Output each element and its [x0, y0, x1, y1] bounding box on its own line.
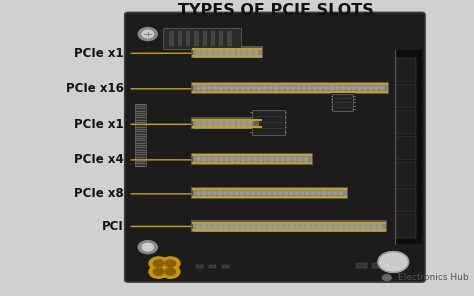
Bar [186, 31, 191, 46]
Bar [228, 31, 232, 46]
Circle shape [378, 252, 409, 272]
Bar [331, 93, 355, 112]
Bar [395, 50, 421, 244]
Bar [178, 31, 182, 46]
Bar [209, 265, 217, 268]
Bar [211, 31, 215, 46]
Bar [191, 117, 263, 129]
Circle shape [154, 260, 164, 267]
Text: PCIe x16: PCIe x16 [66, 82, 124, 95]
Bar [193, 189, 346, 197]
Text: TYPES OF PCIE SLOTS: TYPES OF PCIE SLOTS [178, 3, 374, 18]
Bar [251, 109, 286, 136]
Circle shape [138, 241, 157, 254]
Bar [191, 46, 263, 58]
Bar [193, 222, 384, 231]
Bar [396, 84, 416, 108]
Bar [195, 86, 385, 90]
Bar [222, 265, 229, 268]
Bar [219, 31, 223, 46]
Bar [191, 82, 389, 94]
Bar [191, 220, 387, 232]
Text: PCIe x1: PCIe x1 [74, 118, 124, 131]
Circle shape [154, 268, 164, 275]
Text: PCIe x4: PCIe x4 [74, 153, 124, 166]
Bar [396, 188, 416, 212]
Bar [396, 162, 416, 186]
Bar [193, 48, 261, 57]
Bar [194, 31, 199, 46]
Bar [195, 157, 310, 161]
Bar [252, 110, 285, 135]
Text: Electronics Hub: Electronics Hub [398, 273, 468, 282]
Bar [202, 31, 207, 46]
Bar [396, 58, 416, 82]
Text: PCIe x8: PCIe x8 [74, 187, 124, 200]
Bar [191, 187, 348, 199]
Bar [396, 110, 416, 134]
Bar [195, 50, 259, 55]
Circle shape [161, 257, 180, 270]
Circle shape [142, 30, 154, 38]
Bar [135, 104, 146, 166]
Bar [332, 94, 353, 111]
Circle shape [383, 275, 391, 281]
FancyBboxPatch shape [125, 12, 425, 282]
Text: PCI: PCI [102, 220, 124, 233]
Bar [193, 83, 387, 92]
Circle shape [165, 268, 176, 275]
Bar [195, 224, 383, 229]
Bar [356, 263, 367, 268]
Bar [193, 155, 311, 163]
Circle shape [165, 260, 176, 267]
Bar [195, 191, 344, 195]
Bar [196, 265, 203, 268]
Bar [372, 263, 383, 268]
Bar [396, 214, 416, 238]
Bar [163, 28, 241, 49]
Text: PCIe x1: PCIe x1 [74, 47, 124, 60]
Circle shape [161, 265, 180, 278]
Bar [191, 153, 313, 165]
Circle shape [149, 265, 168, 278]
Circle shape [149, 257, 168, 270]
Bar [193, 119, 261, 128]
Bar [195, 121, 259, 126]
Circle shape [138, 28, 157, 41]
Bar [170, 31, 174, 46]
Bar [396, 136, 416, 160]
Circle shape [142, 243, 154, 251]
